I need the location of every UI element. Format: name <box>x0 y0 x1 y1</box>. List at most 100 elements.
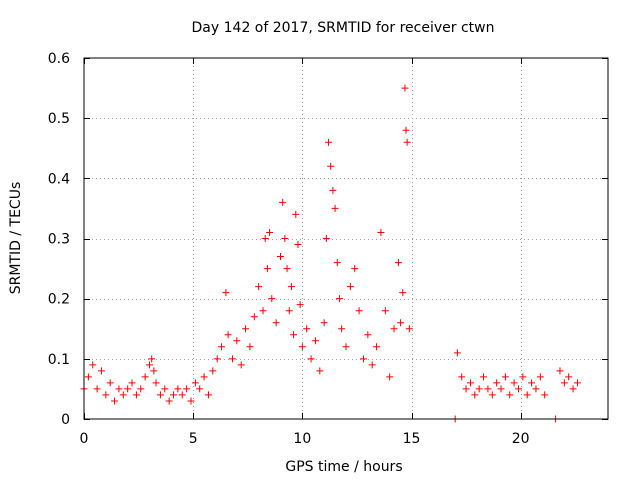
data-point <box>259 307 267 315</box>
data-point <box>224 331 232 339</box>
x-tick-labels: 0 5 10 15 20 <box>80 431 530 447</box>
data-points <box>80 84 581 423</box>
data-point <box>373 343 381 351</box>
data-point <box>292 210 300 218</box>
data-point <box>556 367 564 375</box>
data-point <box>541 391 549 399</box>
data-point <box>569 385 577 393</box>
data-point <box>237 361 245 369</box>
data-point <box>377 228 385 236</box>
data-point <box>397 319 405 327</box>
data-point <box>222 289 230 297</box>
data-point <box>311 337 319 345</box>
data-point <box>170 391 178 399</box>
data-point <box>381 307 389 315</box>
data-point <box>536 373 544 381</box>
data-point <box>178 391 186 399</box>
data-point <box>333 259 341 267</box>
data-point <box>307 355 315 363</box>
data-point <box>124 385 132 393</box>
data-point <box>335 295 343 303</box>
data-point <box>480 373 488 381</box>
data-point <box>196 385 204 393</box>
plot-frame <box>83 57 609 420</box>
data-point <box>246 343 254 351</box>
data-point <box>338 325 346 333</box>
data-point <box>111 397 119 405</box>
data-point <box>532 385 540 393</box>
grid-lines <box>84 58 608 419</box>
y-tick-label: 0.2 <box>48 292 70 308</box>
data-point <box>255 283 263 291</box>
y-tick-labels: 0 0.1 0.2 0.3 0.4 0.5 0.6 <box>48 51 70 428</box>
data-point <box>148 355 156 363</box>
data-point <box>228 355 236 363</box>
data-point <box>493 379 501 387</box>
data-point <box>528 379 536 387</box>
data-point <box>523 391 531 399</box>
data-point <box>488 391 496 399</box>
data-point <box>316 367 324 375</box>
data-point <box>132 391 140 399</box>
data-point <box>250 313 258 321</box>
data-point <box>187 397 195 405</box>
data-point <box>191 379 199 387</box>
x-tick-label: 10 <box>293 431 311 447</box>
data-point <box>386 373 394 381</box>
data-point <box>402 126 410 134</box>
data-point <box>453 349 461 357</box>
y-tick-label: 0.5 <box>48 111 70 127</box>
data-point <box>261 235 269 242</box>
data-point <box>458 373 466 381</box>
data-point <box>497 385 505 393</box>
data-point <box>399 289 407 297</box>
y-tick-label: 0.3 <box>48 232 70 248</box>
data-point <box>390 325 398 333</box>
data-point <box>573 379 581 387</box>
data-point <box>150 367 158 375</box>
data-point <box>506 391 514 399</box>
data-point <box>141 373 149 381</box>
data-point <box>394 259 402 267</box>
data-point <box>84 373 92 381</box>
data-point <box>294 241 302 249</box>
data-point <box>322 235 330 242</box>
data-point <box>115 385 123 393</box>
data-point <box>156 391 164 399</box>
data-point <box>233 337 241 345</box>
y-axis-label: SRMTID / TECUs <box>8 182 24 295</box>
data-point <box>183 385 191 393</box>
data-point <box>405 325 413 333</box>
data-point <box>204 391 212 399</box>
data-point <box>510 379 518 387</box>
data-point <box>501 373 509 381</box>
data-point <box>462 385 470 393</box>
data-point <box>93 385 101 393</box>
data-point <box>218 343 226 351</box>
data-point <box>174 385 182 393</box>
data-point <box>401 84 409 92</box>
data-point <box>281 235 289 242</box>
data-point <box>287 283 295 291</box>
data-point <box>146 361 153 369</box>
data-point <box>565 373 573 381</box>
x-tick-label: 5 <box>189 431 198 447</box>
data-point <box>137 385 145 393</box>
data-point <box>152 379 160 387</box>
data-point <box>263 265 271 273</box>
data-point <box>165 397 173 405</box>
data-point <box>102 391 110 399</box>
data-point <box>298 343 306 351</box>
data-point <box>213 355 221 363</box>
data-point <box>484 385 492 393</box>
data-point <box>242 325 250 333</box>
data-point <box>266 228 274 236</box>
data-point <box>320 319 328 327</box>
data-point <box>364 331 372 339</box>
data-point <box>359 355 367 363</box>
data-point <box>355 307 363 315</box>
data-point <box>327 162 335 170</box>
data-point <box>272 319 280 327</box>
data-point <box>331 204 339 212</box>
data-point <box>119 391 127 399</box>
